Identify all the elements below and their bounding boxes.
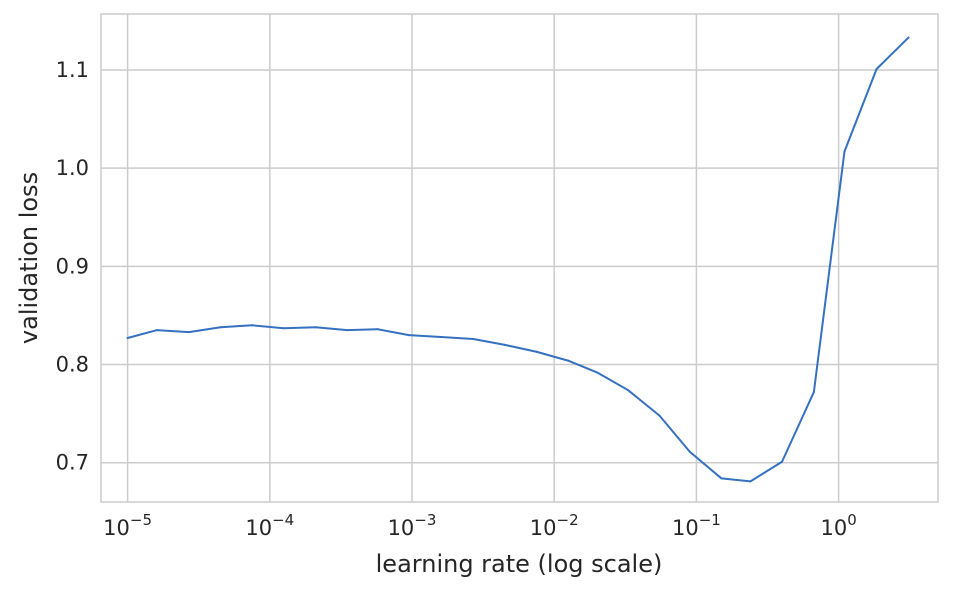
data-point bbox=[626, 389, 629, 392]
x-tick-base: 10 bbox=[103, 516, 130, 540]
plot-frame bbox=[100, 13, 939, 503]
data-point bbox=[658, 414, 661, 417]
series-line bbox=[126, 36, 910, 483]
x-tick-exponent: −4 bbox=[272, 511, 294, 529]
data-point bbox=[907, 36, 910, 39]
data-point bbox=[875, 67, 878, 70]
x-tick-exponent: −3 bbox=[414, 511, 436, 529]
y-tick-label: 1.0 bbox=[56, 156, 89, 180]
x-tick-label: 100 bbox=[820, 511, 856, 540]
data-point bbox=[155, 329, 158, 332]
data-point bbox=[749, 480, 752, 483]
data-point bbox=[346, 329, 349, 332]
y-tick-label: 0.7 bbox=[56, 451, 89, 475]
series-line-group bbox=[126, 36, 910, 483]
x-tick-base: 10 bbox=[245, 516, 272, 540]
data-point bbox=[720, 477, 723, 480]
y-tick-label: 1.1 bbox=[56, 58, 89, 82]
data-point bbox=[503, 343, 506, 346]
data-point bbox=[843, 150, 846, 153]
y-tick-label: 0.8 bbox=[56, 353, 89, 377]
x-tick-base: 10 bbox=[820, 516, 847, 540]
x-tick-label: 10−2 bbox=[530, 511, 579, 540]
x-tick-exponent: −2 bbox=[557, 511, 579, 529]
x-tick-base: 10 bbox=[672, 516, 699, 540]
data-point bbox=[126, 337, 129, 340]
data-point bbox=[472, 338, 475, 341]
x-tick-label: 10−1 bbox=[672, 511, 721, 540]
data-point bbox=[251, 324, 254, 327]
data-point bbox=[187, 331, 190, 334]
data-point bbox=[535, 350, 538, 353]
x-tick-exponent: 0 bbox=[847, 511, 857, 529]
x-tick-label: 10−5 bbox=[103, 511, 152, 540]
grid bbox=[101, 14, 938, 502]
x-tick-label: 10−4 bbox=[245, 511, 294, 540]
x-tick-base: 10 bbox=[530, 516, 557, 540]
data-point bbox=[407, 334, 410, 337]
x-tick-base: 10 bbox=[388, 516, 415, 540]
data-point bbox=[314, 326, 317, 329]
data-point bbox=[596, 371, 599, 374]
data-point bbox=[219, 326, 222, 329]
x-tick-exponent: −5 bbox=[130, 511, 152, 529]
data-point bbox=[440, 336, 443, 339]
data-point bbox=[781, 460, 784, 463]
x-axis-label: learning rate (log scale) bbox=[376, 550, 663, 578]
data-point bbox=[376, 328, 379, 331]
data-point bbox=[282, 327, 285, 330]
data-point bbox=[688, 450, 691, 453]
data-point bbox=[812, 391, 815, 394]
x-tick-exponent: −1 bbox=[699, 511, 721, 529]
x-tick-label: 10−3 bbox=[388, 511, 437, 540]
data-point bbox=[566, 359, 569, 362]
y-axis-label: validation loss bbox=[15, 172, 43, 344]
y-tick-label: 0.9 bbox=[56, 254, 89, 278]
